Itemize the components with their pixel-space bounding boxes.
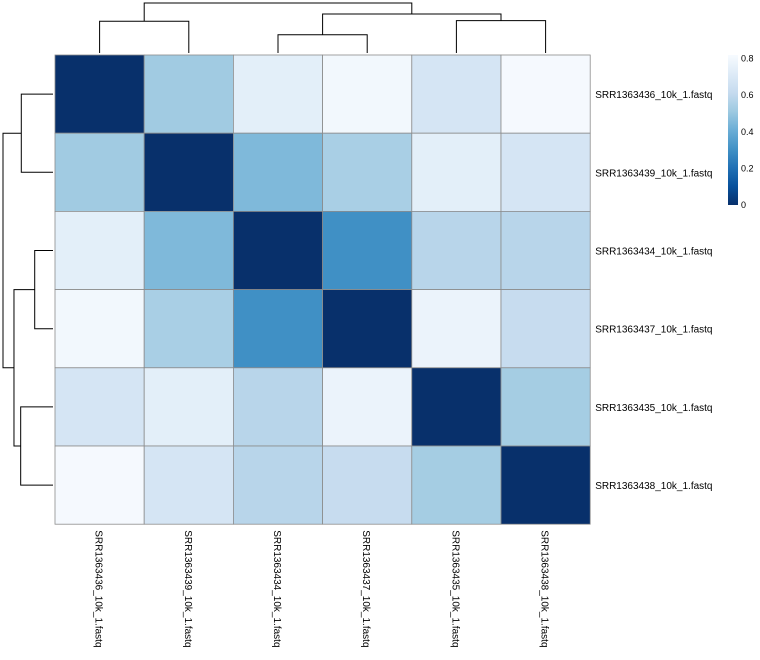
- heatmap-cell: [501, 133, 590, 211]
- dendrogram-link: [278, 35, 367, 53]
- heatmap-chart: SRR1363436_10k_1.fastq SRR1363439_10k_1.f…: [0, 0, 760, 660]
- heatmap-cell: [412, 368, 501, 446]
- legend-tick-label: 0: [741, 200, 746, 210]
- heatmap-cell: [55, 133, 144, 211]
- column-labels: SRR1363436_10k_1.fastq SRR1363439_10k_1.f…: [93, 530, 550, 647]
- row-label: SRR1363439_10k_1.fastq: [595, 168, 712, 179]
- heatmap-cell: [55, 211, 144, 289]
- heatmap-cell: [323, 211, 412, 289]
- dendrogram-link: [100, 21, 189, 53]
- dendrogram-link: [3, 133, 21, 368]
- legend-ticks: 0 0.2 0.4 0.6 0.8: [741, 54, 754, 210]
- heatmap-cell: [55, 446, 144, 524]
- heatmap-cell: [323, 290, 412, 368]
- legend-color-bar: [728, 55, 738, 205]
- dendrogram-link: [144, 3, 412, 21]
- heatmap-cells: [55, 55, 590, 524]
- legend-tick-label: 0.2: [741, 163, 754, 173]
- dendrogram-link: [21, 407, 53, 485]
- row-label: SRR1363436_10k_1.fastq: [595, 90, 712, 101]
- heatmap-cell: [501, 211, 590, 289]
- heatmap-cell: [323, 133, 412, 211]
- column-label: SRR1363439_10k_1.fastq: [182, 530, 193, 647]
- color-legend: 0 0.2 0.4 0.6 0.8: [728, 54, 754, 210]
- heatmap-cell: [55, 368, 144, 446]
- legend-tick-label: 0.8: [741, 54, 754, 64]
- legend-tick-label: 0.4: [741, 127, 754, 137]
- heatmap-cell: [233, 55, 322, 133]
- row-label: SRR1363437_10k_1.fastq: [595, 325, 712, 336]
- heatmap-cell: [144, 133, 233, 211]
- dendrogram-link: [21, 94, 53, 172]
- column-label: SRR1363435_10k_1.fastq: [449, 530, 460, 647]
- dendrogram-link: [456, 21, 545, 53]
- heatmap-cell: [412, 55, 501, 133]
- legend-tick-label: 0.6: [741, 90, 754, 100]
- dendrogram-link: [35, 251, 53, 329]
- column-label: SRR1363437_10k_1.fastq: [360, 530, 371, 647]
- heatmap-cell: [144, 290, 233, 368]
- heatmap-cell: [412, 290, 501, 368]
- heatmap-cell: [323, 368, 412, 446]
- row-label: SRR1363435_10k_1.fastq: [595, 403, 712, 414]
- column-label: SRR1363434_10k_1.fastq: [271, 530, 282, 647]
- heatmap-cell: [233, 446, 322, 524]
- heatmap-cell: [233, 290, 322, 368]
- dendrogram-link: [14, 290, 35, 446]
- heatmap-cell: [412, 133, 501, 211]
- row-label: SRR1363438_10k_1.fastq: [595, 481, 712, 492]
- heatmap-cell: [233, 368, 322, 446]
- dendrogram-link: [323, 14, 501, 35]
- heatmap-cell: [412, 211, 501, 289]
- heatmap-cell: [55, 55, 144, 133]
- heatmap-cell: [501, 446, 590, 524]
- heatmap-cell: [501, 55, 590, 133]
- heatmap-cell: [501, 368, 590, 446]
- row-label: SRR1363434_10k_1.fastq: [595, 247, 712, 258]
- heatmap-cell: [144, 368, 233, 446]
- heatmap-cell: [233, 133, 322, 211]
- heatmap-cell: [412, 446, 501, 524]
- heatmap-cell: [323, 446, 412, 524]
- row-labels: SRR1363436_10k_1.fastq SRR1363439_10k_1.f…: [595, 90, 712, 492]
- heatmap-cell: [501, 290, 590, 368]
- column-label: SRR1363436_10k_1.fastq: [93, 530, 104, 647]
- heatmap-cell: [323, 55, 412, 133]
- column-label: SRR1363438_10k_1.fastq: [539, 530, 550, 647]
- heatmap-cell: [144, 446, 233, 524]
- heatmap-cell: [144, 211, 233, 289]
- heatmap-cell: [233, 211, 322, 289]
- heatmap-cell: [144, 55, 233, 133]
- column-dendrogram: [100, 3, 546, 53]
- heatmap-cell: [55, 290, 144, 368]
- row-dendrogram: [3, 94, 53, 485]
